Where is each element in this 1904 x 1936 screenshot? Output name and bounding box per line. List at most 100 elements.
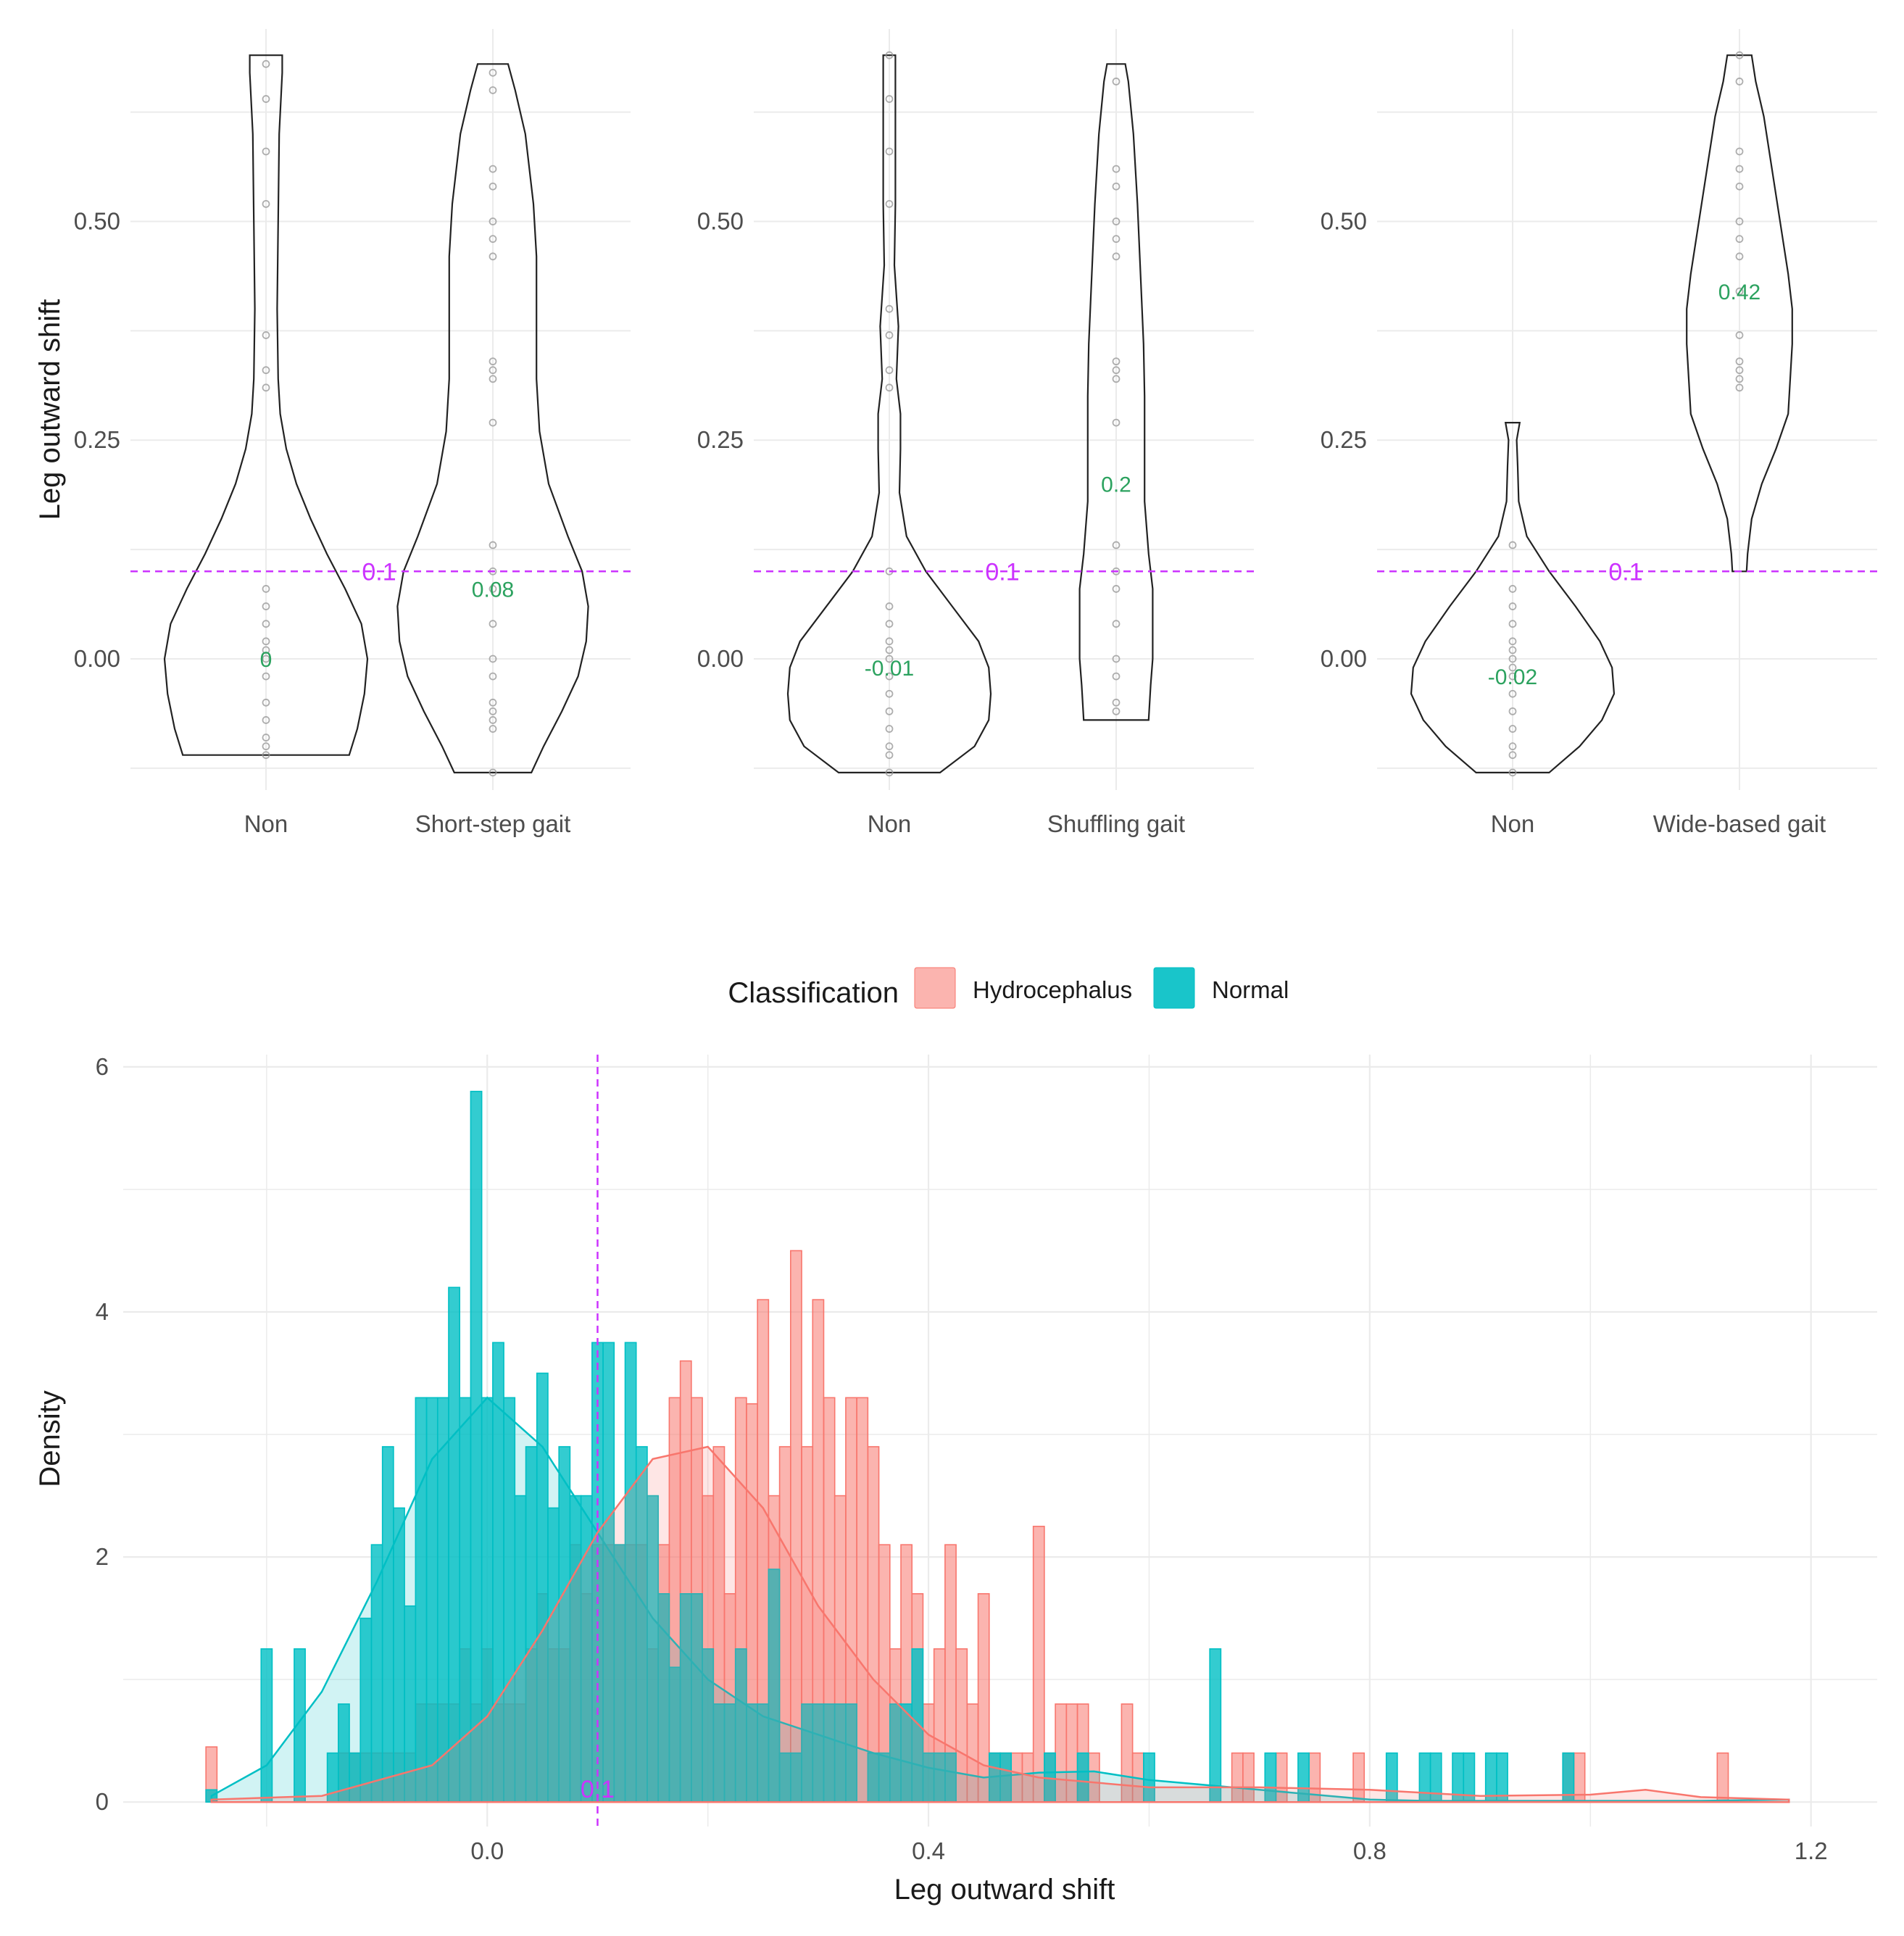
histogram-bar-normal (1496, 1752, 1508, 1803)
mean-label: -0.01 (865, 657, 914, 681)
data-point (1112, 366, 1121, 375)
data-point (262, 383, 270, 392)
data-point (489, 418, 497, 427)
data-point (489, 585, 497, 593)
data-point (1112, 672, 1121, 681)
data-point (1112, 620, 1121, 628)
legend-key-normal (1153, 967, 1195, 1009)
y-tick-label: 0.25 (1321, 426, 1367, 453)
data-point (885, 51, 894, 59)
mean-label: 0 (260, 648, 273, 672)
data-point (489, 672, 497, 681)
data-point (489, 366, 497, 375)
data-point (489, 725, 497, 733)
legend: Classification Hydrocephalus Normal (728, 967, 1289, 1009)
data-point (885, 602, 894, 610)
data-point (885, 751, 894, 760)
data-point (885, 768, 894, 777)
x-tick-label: Short-step gait (415, 810, 571, 837)
data-point (885, 366, 894, 375)
data-point (1735, 375, 1744, 383)
data-point (1735, 366, 1744, 375)
x-tick-label: Shuffling gait (1047, 810, 1185, 837)
data-point (1508, 751, 1517, 760)
y-tick-label: 0.50 (697, 208, 744, 235)
data-point (885, 655, 894, 663)
data-point (885, 304, 894, 313)
data-point (262, 366, 270, 375)
data-point (885, 742, 894, 751)
data-point (1112, 182, 1121, 191)
mean-label: 0.42 (1718, 281, 1760, 304)
data-point (262, 95, 270, 103)
data-point (489, 620, 497, 628)
data-point (1112, 217, 1121, 225)
violin-gait (1686, 54, 1793, 573)
threshold-label: 0.1 (362, 558, 396, 586)
x-tick-label: Non (1491, 810, 1535, 837)
data-point (1508, 672, 1517, 681)
data-point (1508, 620, 1517, 628)
x-tick-label: 1.2 (1795, 1837, 1828, 1864)
violin-non (163, 54, 369, 756)
data-point (262, 751, 270, 760)
legend-title: Classification (728, 977, 899, 1009)
density-curve-normal (210, 1396, 1790, 1803)
data-point (885, 147, 894, 156)
histogram-bar-hydrocephalus (1032, 1526, 1045, 1803)
legend-key-hydrocephalus (914, 967, 956, 1009)
data-point (1508, 725, 1517, 733)
mean-label: 0.08 (472, 578, 514, 602)
data-point (1508, 541, 1517, 549)
y-tick-label: 0.00 (74, 645, 120, 672)
data-point (262, 147, 270, 156)
density-curve-hydrocephalus (210, 1445, 1790, 1803)
x-tick-label: 0.0 (470, 1837, 504, 1864)
violin-panel-shuffling: 0.00 0.25 0.50 Non Shuffling gait 0.1 -0.01 0.2 (697, 29, 1254, 837)
x-tick-label: 0.8 (1353, 1837, 1387, 1864)
data-point (1112, 78, 1121, 86)
histogram-bar-normal (1209, 1648, 1222, 1803)
data-point (489, 768, 497, 777)
data-point (262, 585, 270, 593)
data-point (262, 734, 270, 741)
data-point (489, 217, 497, 225)
data-point (1735, 252, 1744, 261)
data-point (1735, 78, 1744, 86)
data-point (1735, 383, 1744, 392)
histogram-x-axis-title: Leg outward shift (894, 1874, 1115, 1906)
violin-panel-short-step: 0.00 0.25 0.50 Non Short-step gait 0.1 0 0.08 (74, 29, 631, 837)
histogram-bar-hydrocephalus (1716, 1752, 1729, 1803)
data-point (1508, 689, 1517, 698)
data-point (262, 646, 270, 655)
data-point (885, 689, 894, 698)
x-tick-label: Non (868, 810, 912, 837)
data-point (262, 331, 270, 339)
data-point (1735, 235, 1744, 244)
data-point (1508, 602, 1517, 610)
histogram-y-axis-title: Density (34, 1390, 66, 1487)
data-point (1735, 331, 1744, 339)
data-point (1112, 698, 1121, 707)
y-tick-label: 0.50 (74, 208, 120, 235)
data-point (489, 698, 497, 707)
data-point (1735, 165, 1744, 173)
legend-label-hydrocephalus: Hydrocephalus (973, 976, 1132, 1003)
y-tick-label: 0.00 (697, 645, 744, 672)
data-point (262, 620, 270, 628)
y-tick-label: 0 (96, 1788, 109, 1815)
y-tick-label: 0.50 (1321, 208, 1367, 235)
data-point (1112, 655, 1121, 663)
data-point (489, 541, 497, 549)
data-point (885, 95, 894, 103)
data-point (1112, 235, 1121, 244)
data-point (885, 383, 894, 392)
data-point (1735, 51, 1744, 59)
legend-label-normal: Normal (1212, 976, 1289, 1003)
data-point (489, 235, 497, 244)
histogram-bar-normal (1484, 1752, 1497, 1803)
data-point (262, 199, 270, 208)
threshold-label: 0.1 (581, 1776, 615, 1803)
violin-non (1410, 422, 1616, 773)
y-tick-label: 2 (96, 1543, 109, 1570)
